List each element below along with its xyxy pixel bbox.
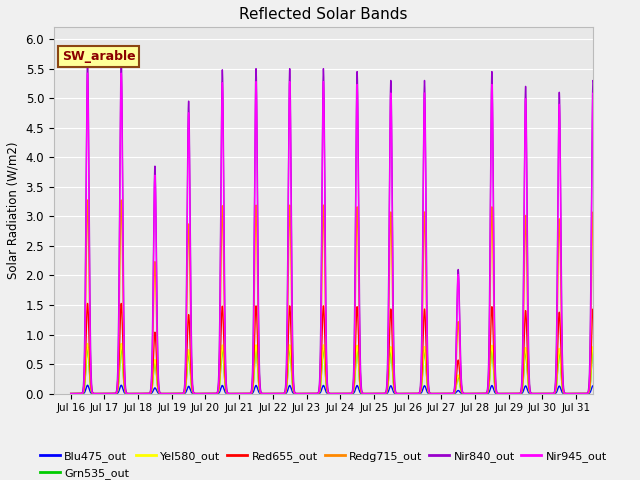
Blu475_out	[179, 391, 186, 396]
Nir945_out	[515, 391, 522, 396]
Nir840_out	[389, 284, 397, 289]
Grn535_out	[389, 376, 397, 382]
Nir840_out	[360, 391, 368, 396]
Grn535_out	[84, 344, 92, 350]
Yel580_out	[84, 341, 92, 347]
Grn535_out	[438, 391, 445, 396]
Nir840_out	[67, 391, 74, 396]
Redg715_out	[488, 206, 496, 212]
Redg715_out	[606, 391, 614, 396]
Blu475_out	[360, 391, 368, 396]
Red655_out	[606, 391, 614, 396]
Blu475_out	[515, 391, 522, 396]
Grn535_out	[529, 391, 536, 396]
Redg715_out	[179, 391, 186, 396]
Blu475_out	[606, 391, 614, 396]
Blu475_out	[488, 383, 496, 388]
Yel580_out	[529, 391, 536, 396]
Nir945_out	[67, 391, 74, 396]
Grn535_out	[515, 391, 522, 396]
Y-axis label: Solar Radiation (W/m2): Solar Radiation (W/m2)	[7, 142, 20, 279]
Nir945_out	[529, 391, 536, 396]
Blu475_out	[67, 391, 74, 396]
Nir945_out	[438, 391, 445, 396]
Nir840_out	[606, 391, 614, 396]
Redg715_out	[529, 391, 536, 396]
Nir945_out	[606, 391, 614, 396]
Nir840_out	[529, 391, 536, 396]
Redg715_out	[515, 391, 522, 396]
Yel580_out	[360, 391, 368, 396]
Red655_out	[360, 391, 368, 396]
Legend: Blu475_out, Grn535_out, Yel580_out, Red655_out, Redg715_out, Nir840_out, Nir945_: Blu475_out, Grn535_out, Yel580_out, Red6…	[35, 447, 611, 480]
Grn535_out	[488, 346, 496, 352]
Redg715_out	[84, 197, 92, 203]
Red655_out	[84, 300, 92, 306]
Redg715_out	[67, 391, 74, 396]
Red655_out	[438, 391, 445, 396]
Line: Yel580_out: Yel580_out	[70, 344, 610, 394]
Line: Nir840_out: Nir840_out	[70, 60, 610, 394]
Text: SW_arable: SW_arable	[62, 50, 136, 63]
Line: Red655_out: Red655_out	[70, 303, 610, 394]
Nir945_out	[360, 391, 368, 396]
Grn535_out	[67, 391, 74, 396]
Red655_out	[67, 391, 74, 396]
Yel580_out	[606, 391, 614, 396]
Blu475_out	[438, 391, 445, 396]
Yel580_out	[438, 391, 445, 396]
Red655_out	[529, 391, 536, 396]
Blu475_out	[529, 391, 536, 396]
Red655_out	[488, 305, 496, 311]
Red655_out	[179, 391, 186, 396]
Nir945_out	[84, 70, 92, 76]
Nir945_out	[179, 391, 186, 396]
Nir945_out	[389, 306, 397, 312]
Line: Nir945_out: Nir945_out	[70, 73, 610, 394]
Grn535_out	[179, 391, 186, 396]
Nir840_out	[84, 57, 92, 63]
Nir945_out	[488, 86, 496, 92]
Yel580_out	[515, 391, 522, 396]
Red655_out	[389, 362, 397, 368]
Nir840_out	[438, 391, 445, 396]
Grn535_out	[606, 391, 614, 396]
Red655_out	[515, 391, 522, 396]
Title: Reflected Solar Bands: Reflected Solar Bands	[239, 7, 408, 22]
Redg715_out	[389, 329, 397, 335]
Blu475_out	[84, 383, 92, 388]
Redg715_out	[438, 391, 445, 396]
Grn535_out	[360, 391, 368, 396]
Yel580_out	[67, 391, 74, 396]
Nir840_out	[515, 391, 522, 396]
Nir840_out	[179, 391, 186, 396]
Yel580_out	[488, 343, 496, 349]
Blu475_out	[389, 388, 397, 394]
Line: Blu475_out: Blu475_out	[70, 385, 610, 394]
Line: Grn535_out: Grn535_out	[70, 347, 610, 394]
Yel580_out	[389, 375, 397, 381]
Line: Redg715_out: Redg715_out	[70, 200, 610, 394]
Redg715_out	[360, 391, 368, 396]
Yel580_out	[179, 391, 186, 396]
Nir840_out	[488, 72, 496, 78]
